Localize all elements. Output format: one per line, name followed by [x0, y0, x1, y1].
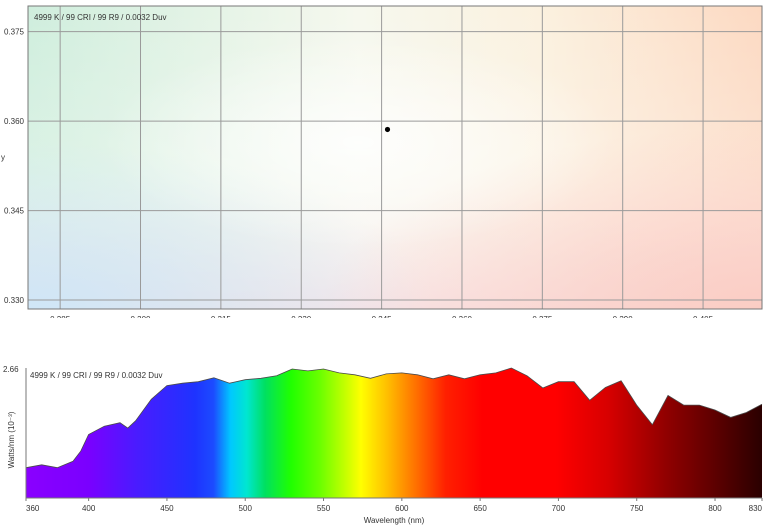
spectrum-x-axis-label: Wavelength (nm) [364, 516, 425, 525]
chromaticity-tick-labels: 0.285 0.300 0.315 0.330 0.345 0.360 0.375 0.390… [4, 28, 714, 318]
spectrum-x-tick-label: 800 [708, 504, 722, 513]
x-tick-label: 0.390 [613, 315, 634, 318]
spectral-power-chart: 360 400 450 500 550 600 650 700 750 800 830 4999 K… [3, 365, 763, 525]
chromaticity-grid [28, 6, 762, 309]
spectrum-x-tick-label: 700 [552, 504, 566, 513]
spectrum-x-tick-label: 500 [239, 504, 253, 513]
spectrum-x-tick-label: 750 [630, 504, 644, 513]
spectrum-y-axis-label: Watts/nm (10⁻³) [7, 411, 16, 468]
chromaticity-plot-area [28, 6, 762, 309]
spectrum-x-tick-label: 830 [749, 504, 763, 513]
chromaticity-frame [27, 5, 763, 310]
x-tick-label: 0.315 [211, 315, 232, 318]
chromaticity-point [384, 126, 391, 133]
y-tick-label: 0.375 [4, 28, 25, 37]
y-tick-label: 0.345 [4, 207, 25, 216]
x-tick-label: 0.360 [452, 315, 473, 318]
spectrum-x-tick-label: 400 [82, 504, 96, 513]
spectrum-x-tick-label: 450 [160, 504, 174, 513]
x-tick-label: 0.285 [50, 315, 71, 318]
chromaticity-chart: 0.285 0.300 0.315 0.330 0.345 0.360 0.375 0.390… [1, 5, 763, 318]
spectral-power-line [25, 367, 763, 469]
x-tick-label: 0.375 [532, 315, 553, 318]
spectrum-tick-labels: 360 400 450 500 550 600 650 700 750 800 830 [25, 498, 763, 513]
y-tick-label: 0.330 [4, 296, 25, 305]
spectrum-y-max-label: 2.66 [3, 365, 19, 374]
spectrum-x-tick-label: 650 [473, 504, 487, 513]
x-tick-label: 0.330 [291, 315, 312, 318]
y-tick-label: 0.360 [4, 117, 25, 126]
x-tick-label: 0.345 [372, 315, 393, 318]
x-tick-label: 0.300 [130, 315, 151, 318]
y-axis-label: y [1, 153, 5, 162]
spectrum-x-tick-label: 600 [395, 504, 409, 513]
chromaticity-annotation: 4999 K / 99 CRI / 99 R9 / 0.0032 Duv [34, 13, 167, 22]
x-tick-label: 0.405 [693, 315, 714, 318]
spectrum-x-tick-label: 360 [26, 504, 40, 513]
spectral-power-area [26, 368, 762, 498]
spectrum-annotation: 4999 K / 99 CRI / 99 R9 / 0.0032 Duv [30, 371, 163, 380]
chromaticity-points [384, 126, 391, 133]
spectrum-x-tick-label: 550 [317, 504, 331, 513]
